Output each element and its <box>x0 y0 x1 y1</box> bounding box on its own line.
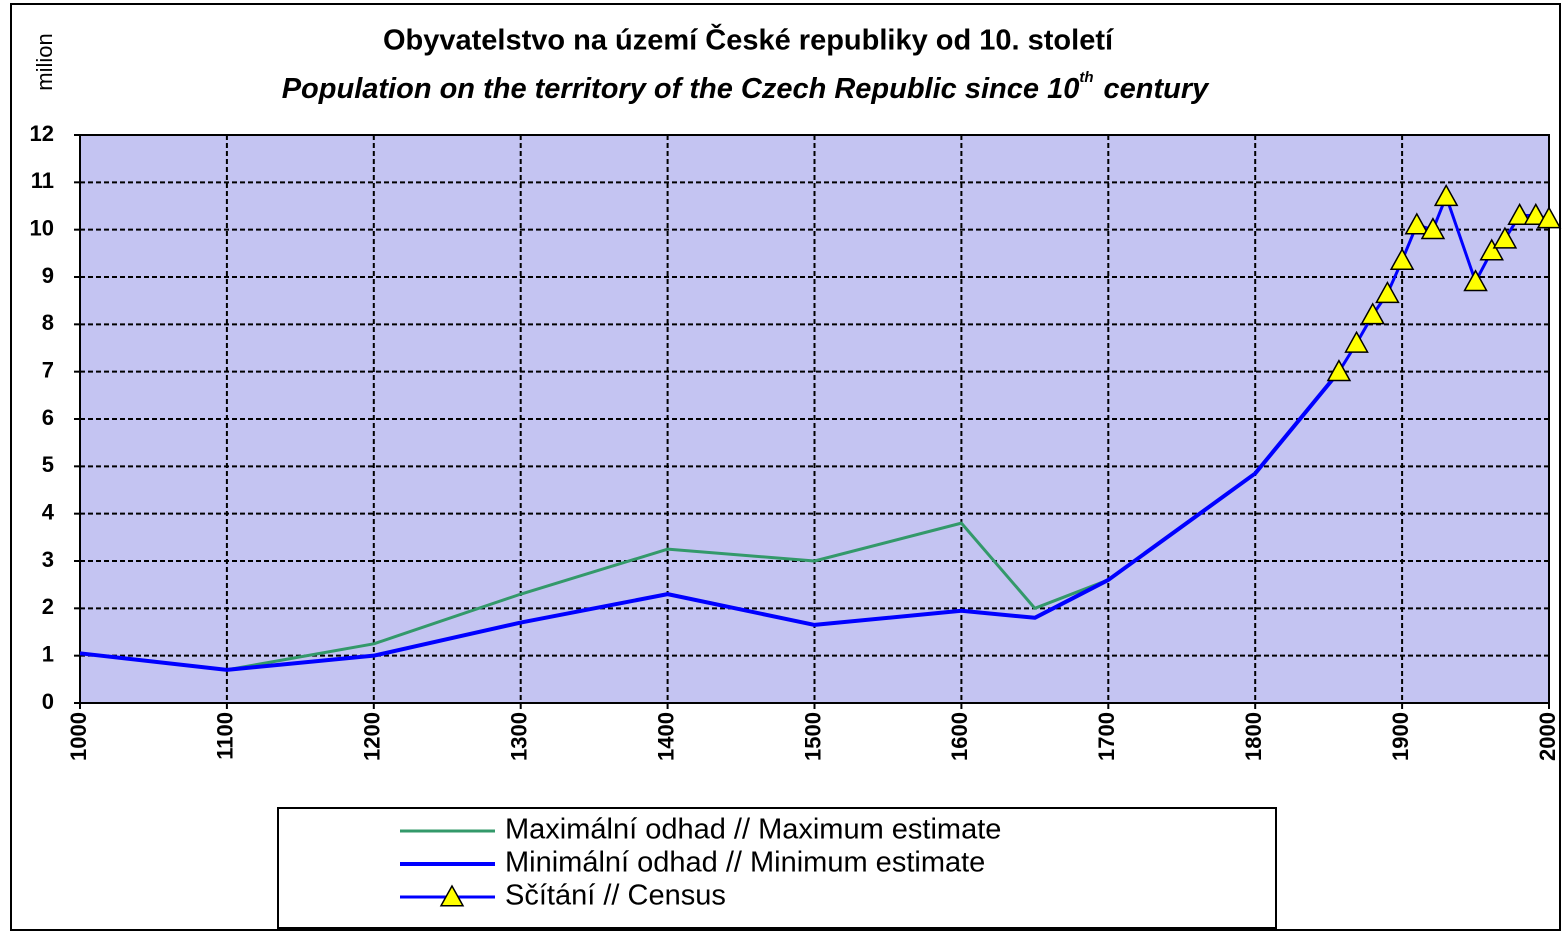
y-tick-label: 12 <box>30 121 54 146</box>
x-tick-label: 1200 <box>360 712 385 761</box>
subtitle-superscript: th <box>1079 69 1093 86</box>
y-tick-label: 6 <box>42 405 54 430</box>
y-tick-label: 8 <box>42 310 54 335</box>
census-marker <box>1433 183 1459 207</box>
chart-subtitle: Population on the territory of the Czech… <box>282 69 1210 105</box>
census-marker <box>1523 202 1549 226</box>
y-tick-label: 11 <box>31 168 54 193</box>
legend-label: Sčítání // Census <box>505 880 726 912</box>
census-marker <box>1463 269 1488 292</box>
series-line <box>79 370 1341 672</box>
census-marker <box>1536 206 1562 229</box>
x-tick-label: 1800 <box>1241 712 1266 761</box>
census-marker <box>1492 226 1518 249</box>
census-marker <box>1360 302 1385 325</box>
legend-box <box>277 807 1277 929</box>
y-tick-label: 4 <box>42 499 55 524</box>
legend-label: Minimální odhad // Minimum estimate <box>505 847 985 879</box>
legend-marker <box>439 884 465 907</box>
chart-title: Obyvatelstvo na území České republiky od… <box>383 23 1114 57</box>
census-marker <box>1375 281 1400 304</box>
plot-border <box>79 134 1550 704</box>
x-tick-label: 1900 <box>1388 712 1413 761</box>
y-tick-label: 10 <box>30 215 54 240</box>
x-tick-label: 1300 <box>507 712 532 761</box>
y-tick-label: 2 <box>42 594 54 619</box>
y-tick-label: 5 <box>42 452 54 477</box>
x-tick-label: 1600 <box>947 712 972 761</box>
legend-label: Maximální odhad // Maximum estimate <box>505 814 1001 846</box>
census-marker <box>1404 212 1430 235</box>
x-tick-label: 1000 <box>66 712 91 761</box>
y-tick-label: 0 <box>42 689 54 714</box>
census-marker <box>1479 238 1504 261</box>
census-marker <box>1326 359 1352 382</box>
y-tick-label: 1 <box>42 641 54 666</box>
series-line <box>79 521 1109 672</box>
x-tick-label: 1400 <box>653 712 678 761</box>
x-tick-label: 1100 <box>213 712 238 760</box>
subtitle-text: Population on the territory of the Czech… <box>282 73 1080 105</box>
y-tick-label: 7 <box>42 357 54 382</box>
x-tick-label: 1700 <box>1094 712 1119 761</box>
subtitle-end: century <box>1104 73 1211 105</box>
y-axis-label: milion <box>32 33 57 90</box>
x-tick-label: 2000 <box>1535 712 1560 761</box>
census-marker <box>1507 202 1532 226</box>
census-marker <box>1420 217 1446 240</box>
y-tick-label: 9 <box>42 263 54 288</box>
census-marker <box>1389 247 1415 270</box>
census-marker <box>1344 330 1369 353</box>
y-tick-label: 3 <box>42 547 54 572</box>
x-tick-label: 1500 <box>800 712 825 761</box>
